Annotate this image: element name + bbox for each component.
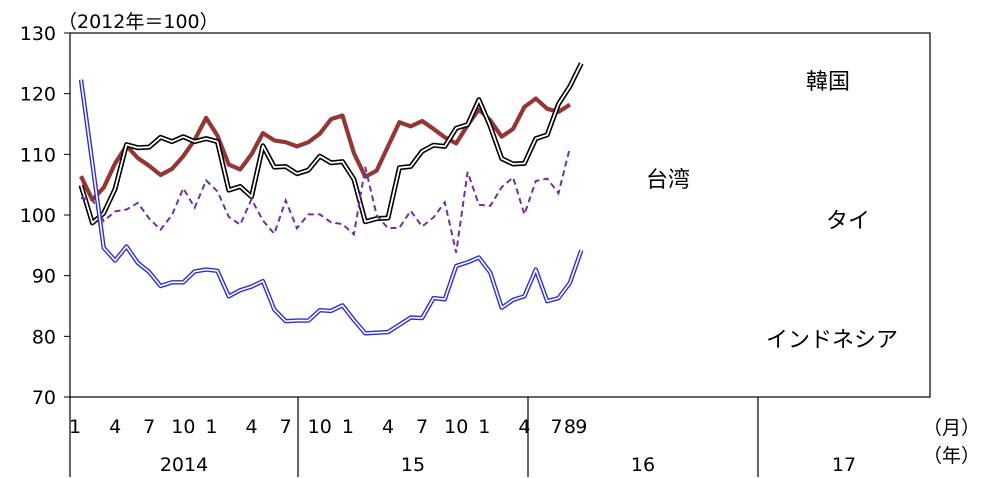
month-tick-label: 1 <box>69 416 81 438</box>
series-line-thailand <box>80 147 571 253</box>
month-tick-label: 4 <box>518 416 530 438</box>
series-label-taiwan: 台湾 <box>646 168 690 193</box>
month-tick-label: 9 <box>575 416 587 438</box>
month-tick-label: 4 <box>109 416 121 438</box>
month-tick-label: 10 <box>171 416 195 438</box>
month-tick-label: 10 <box>308 416 332 438</box>
month-axis-label: （月） <box>923 417 980 439</box>
month-tick-label: 7 <box>416 416 428 438</box>
month-tick-label: 1 <box>205 416 217 438</box>
month-tick-label: 7 <box>550 416 562 438</box>
unit-label: （2012年＝100） <box>58 11 219 33</box>
y-tick-label: 120 <box>20 84 56 106</box>
month-tick-label: 4 <box>382 416 394 438</box>
series-line-taiwan <box>78 62 584 226</box>
y-tick-label: 80 <box>32 326 56 348</box>
month-tick-label: 7 <box>143 416 155 438</box>
series-label-thailand: タイ <box>826 209 870 234</box>
year-label: 15 <box>401 454 425 476</box>
year-label: 17 <box>832 454 856 476</box>
month-tick-label: 8 <box>564 416 576 438</box>
y-tick-label: 130 <box>20 23 56 45</box>
series-layer <box>78 62 584 336</box>
series-line-indonesia-inner <box>80 79 583 335</box>
month-tick-label: 10 <box>444 416 468 438</box>
series-label-korea: 韓国 <box>806 70 850 95</box>
month-tick-label: 7 <box>280 416 292 438</box>
series-label-indonesia: インドネシア <box>766 328 898 353</box>
y-tick-label: 110 <box>20 144 56 166</box>
year-axis-label: （年） <box>923 445 980 467</box>
y-tick-label: 100 <box>20 205 56 227</box>
series-line-taiwan-inner <box>80 62 583 224</box>
month-tick-label: 4 <box>246 416 258 438</box>
month-tick-label: 1 <box>342 416 354 438</box>
year-label: 2014 <box>160 454 208 476</box>
month-tick-label: 1 <box>478 416 490 438</box>
year-label: 16 <box>631 454 655 476</box>
y-tick-label: 70 <box>32 387 56 409</box>
y-tick-label: 90 <box>32 266 56 288</box>
